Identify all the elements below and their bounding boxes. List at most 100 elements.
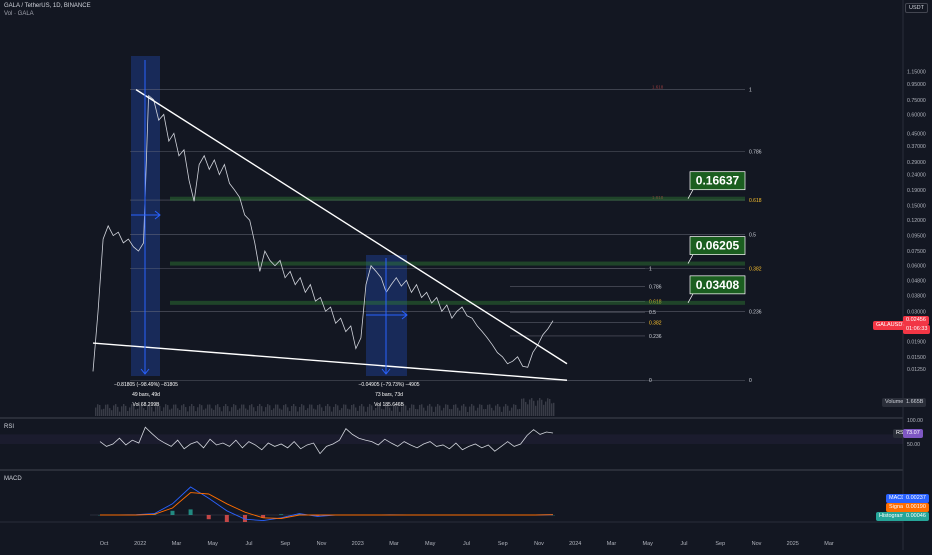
volume-bar <box>339 410 340 416</box>
volume-bar <box>389 408 390 416</box>
currency-button[interactable]: USDT <box>905 3 928 13</box>
fib-lower-ratio-label: 0.382 <box>649 321 662 327</box>
histogram-value-badge: 0.00046 <box>903 512 929 521</box>
volume-bar <box>165 404 166 416</box>
volume-bar <box>467 412 468 416</box>
volume-bar <box>365 412 366 416</box>
volume-bar <box>109 408 110 416</box>
measure-label: Vol 68.299B <box>133 402 161 408</box>
x-tick-label: Mar <box>389 541 399 547</box>
macd-pane-title: MACD <box>4 476 22 482</box>
x-tick-label: 2025 <box>787 541 799 547</box>
volume-bar <box>499 407 500 416</box>
fib-lower-ratio-label: 0.236 <box>649 334 662 340</box>
volume-bar <box>251 404 252 416</box>
volume-bar <box>523 398 524 416</box>
volume-bar <box>305 410 306 416</box>
volume-bar <box>325 406 326 416</box>
volume-bar <box>493 410 494 416</box>
volume-bar <box>121 406 122 416</box>
volume-bar <box>551 403 552 416</box>
volume-bar <box>187 411 188 416</box>
y-tick-label: 0.37000 <box>907 144 926 150</box>
volume-bar <box>173 405 174 416</box>
y-tick-label: 0.01500 <box>907 355 926 361</box>
x-tick-label: Jul <box>680 541 687 547</box>
volume-bar <box>317 405 318 416</box>
volume-bar <box>313 409 314 416</box>
volume-bar <box>541 400 542 416</box>
y-tick-label: 0.19000 <box>907 188 926 194</box>
volume-bar <box>487 405 488 416</box>
volume-bar <box>445 404 446 416</box>
volume-bar <box>287 407 288 416</box>
volume-bar <box>299 407 300 416</box>
volume-bar <box>193 406 194 416</box>
volume-bar <box>435 407 436 416</box>
volume-bar <box>517 409 518 416</box>
volume-bar <box>363 406 364 416</box>
volume-bar <box>399 412 400 416</box>
volume-bar <box>307 408 308 416</box>
fib-upper-ratio-label: 0.786 <box>749 150 762 156</box>
volume-bar <box>247 410 248 416</box>
volume-bar <box>345 405 346 416</box>
fib-lower-ratio-label: 0 <box>649 378 652 384</box>
volume-bar <box>241 405 242 416</box>
macd-histogram-bar <box>189 509 193 515</box>
volume-bar <box>123 404 124 416</box>
volume-bar <box>433 412 434 416</box>
volume-bar <box>303 405 304 416</box>
volume-bar <box>443 408 444 416</box>
volume-bar <box>353 404 354 416</box>
y-tick-label: 0.12000 <box>907 218 926 224</box>
volume-bar <box>183 404 184 416</box>
macd-value-badge: 0.00237 <box>903 494 929 503</box>
volume-bar <box>421 404 422 416</box>
volume-bar <box>119 412 120 416</box>
volume-bar <box>515 405 516 416</box>
volume-bar <box>507 406 508 416</box>
volume-bar <box>169 410 170 416</box>
volume-bar <box>511 408 512 416</box>
volume-bar <box>271 410 272 416</box>
volume-bar <box>279 409 280 416</box>
volume-bar <box>373 410 374 416</box>
y-tick-label: 0.24000 <box>907 173 926 179</box>
volume-bar <box>293 404 294 416</box>
volume-bar <box>485 409 486 416</box>
volume-bar <box>333 407 334 416</box>
x-tick-label: Mar <box>172 541 182 547</box>
volume-bar <box>267 404 268 416</box>
volume-bar <box>125 406 126 416</box>
volume-bar <box>481 405 482 416</box>
volume-bar <box>95 408 96 416</box>
x-tick-label: Sep <box>498 541 508 547</box>
x-tick-label: 2023 <box>352 541 364 547</box>
volume-bar <box>101 409 102 416</box>
volume-bar <box>225 404 226 416</box>
volume-bar <box>137 409 138 416</box>
volume-bar <box>253 407 254 416</box>
volume-bar <box>497 404 498 416</box>
volume-bar <box>527 404 528 416</box>
volume-bar <box>453 405 454 416</box>
x-tick-label: Mar <box>607 541 617 547</box>
volume-bar <box>495 406 496 416</box>
y-tick-label: 0.15000 <box>907 204 926 210</box>
macd-histogram-bar <box>207 515 211 519</box>
volume-bar <box>167 405 168 416</box>
volume-bar <box>459 411 460 416</box>
volume-bar <box>537 400 538 416</box>
volume-bar <box>501 412 502 416</box>
volume-bar <box>127 411 128 416</box>
y-tick-label: 0.03000 <box>907 309 926 315</box>
x-tick-label: Nov <box>752 541 762 547</box>
fib-upper-ratio-label: 0 <box>749 378 752 384</box>
volume-bar <box>477 408 478 416</box>
volume-bar <box>447 405 448 416</box>
volume-bar <box>275 404 276 416</box>
volume-bar <box>281 410 282 416</box>
